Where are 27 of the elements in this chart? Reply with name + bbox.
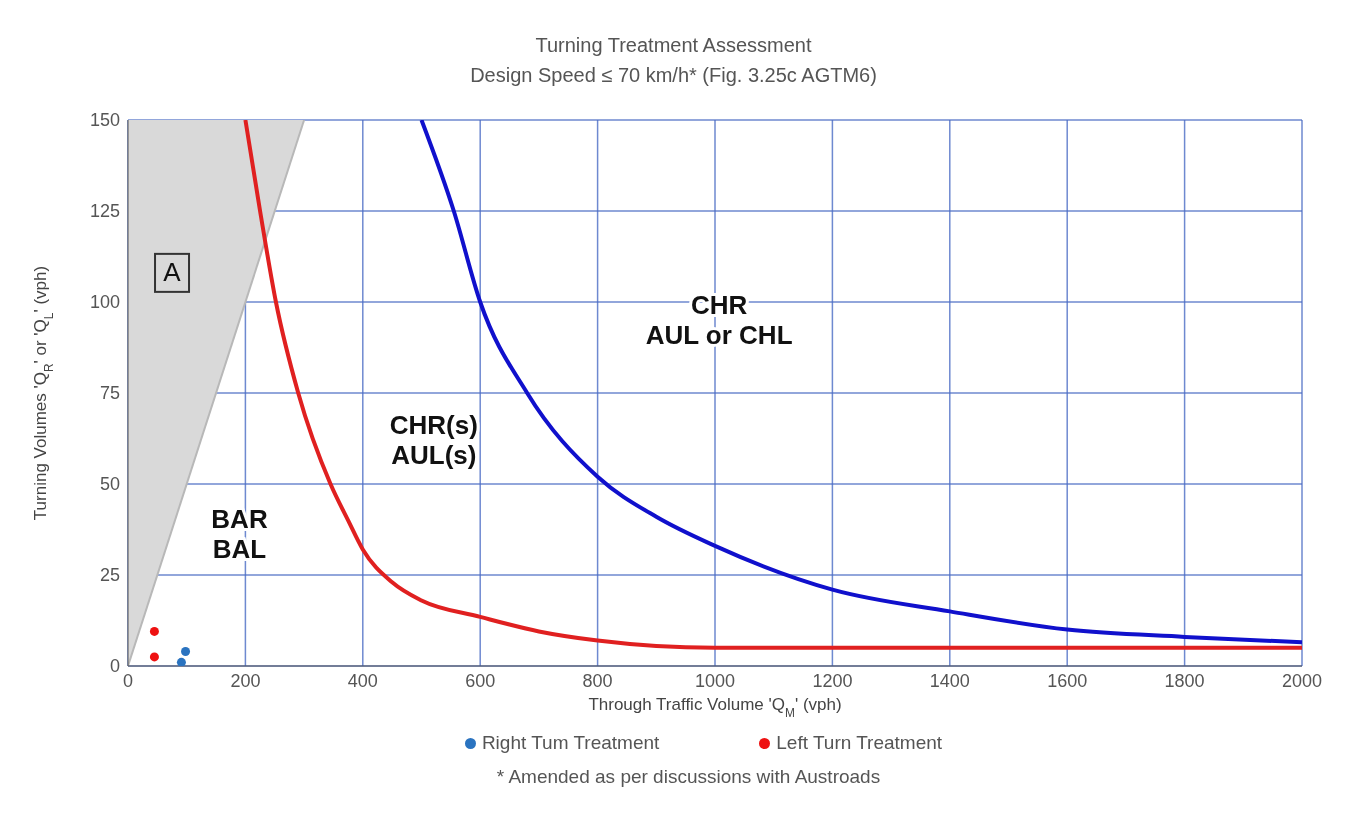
annotation: A (163, 257, 182, 288)
annotation: CHR(s) AUL(s) (389, 409, 478, 470)
x-tick-label: 0 (122, 670, 134, 691)
y-tick-label: 50 (99, 474, 120, 495)
x-tick-label: 1800 (1164, 670, 1205, 691)
x-tick-label: 200 (230, 670, 261, 691)
x-tick-label: 1400 (929, 670, 970, 691)
y-tick-label: 125 (89, 201, 120, 222)
y-tick-label: 150 (89, 110, 120, 131)
x-tick-label: 1200 (812, 670, 853, 691)
y-tick-label: 0 (109, 656, 120, 677)
text: * Amended as per discussions with Austroads (496, 766, 881, 787)
x-tick-label: 2000 (1281, 670, 1323, 691)
chart-subtitle: Design Speed ≤ 70 km/h* (Fig. 3.25c AGTM6) (470, 64, 877, 86)
y-tick-label: 75 (99, 383, 120, 404)
x-tick-label: 1600 (1047, 670, 1088, 691)
x-tick-label: 400 (347, 670, 378, 691)
legend-label: Right Tum Treatment (481, 732, 660, 754)
y-tick-label: 25 (99, 565, 120, 586)
annotation: CHR AUL or CHL (645, 289, 793, 350)
x-tick-label: 1000 (694, 670, 736, 691)
x-tick-label: 600 (465, 670, 496, 691)
chart-title: Turning Treatment Assessment (535, 34, 812, 56)
x-axis-title: Through Traffic Volume 'Q$_{M}$' (vph) (588, 695, 842, 720)
x-tick-label: 800 (582, 670, 613, 691)
y-tick-label: 100 (89, 292, 120, 313)
legend-label: Left Turn Treatment (776, 732, 943, 754)
